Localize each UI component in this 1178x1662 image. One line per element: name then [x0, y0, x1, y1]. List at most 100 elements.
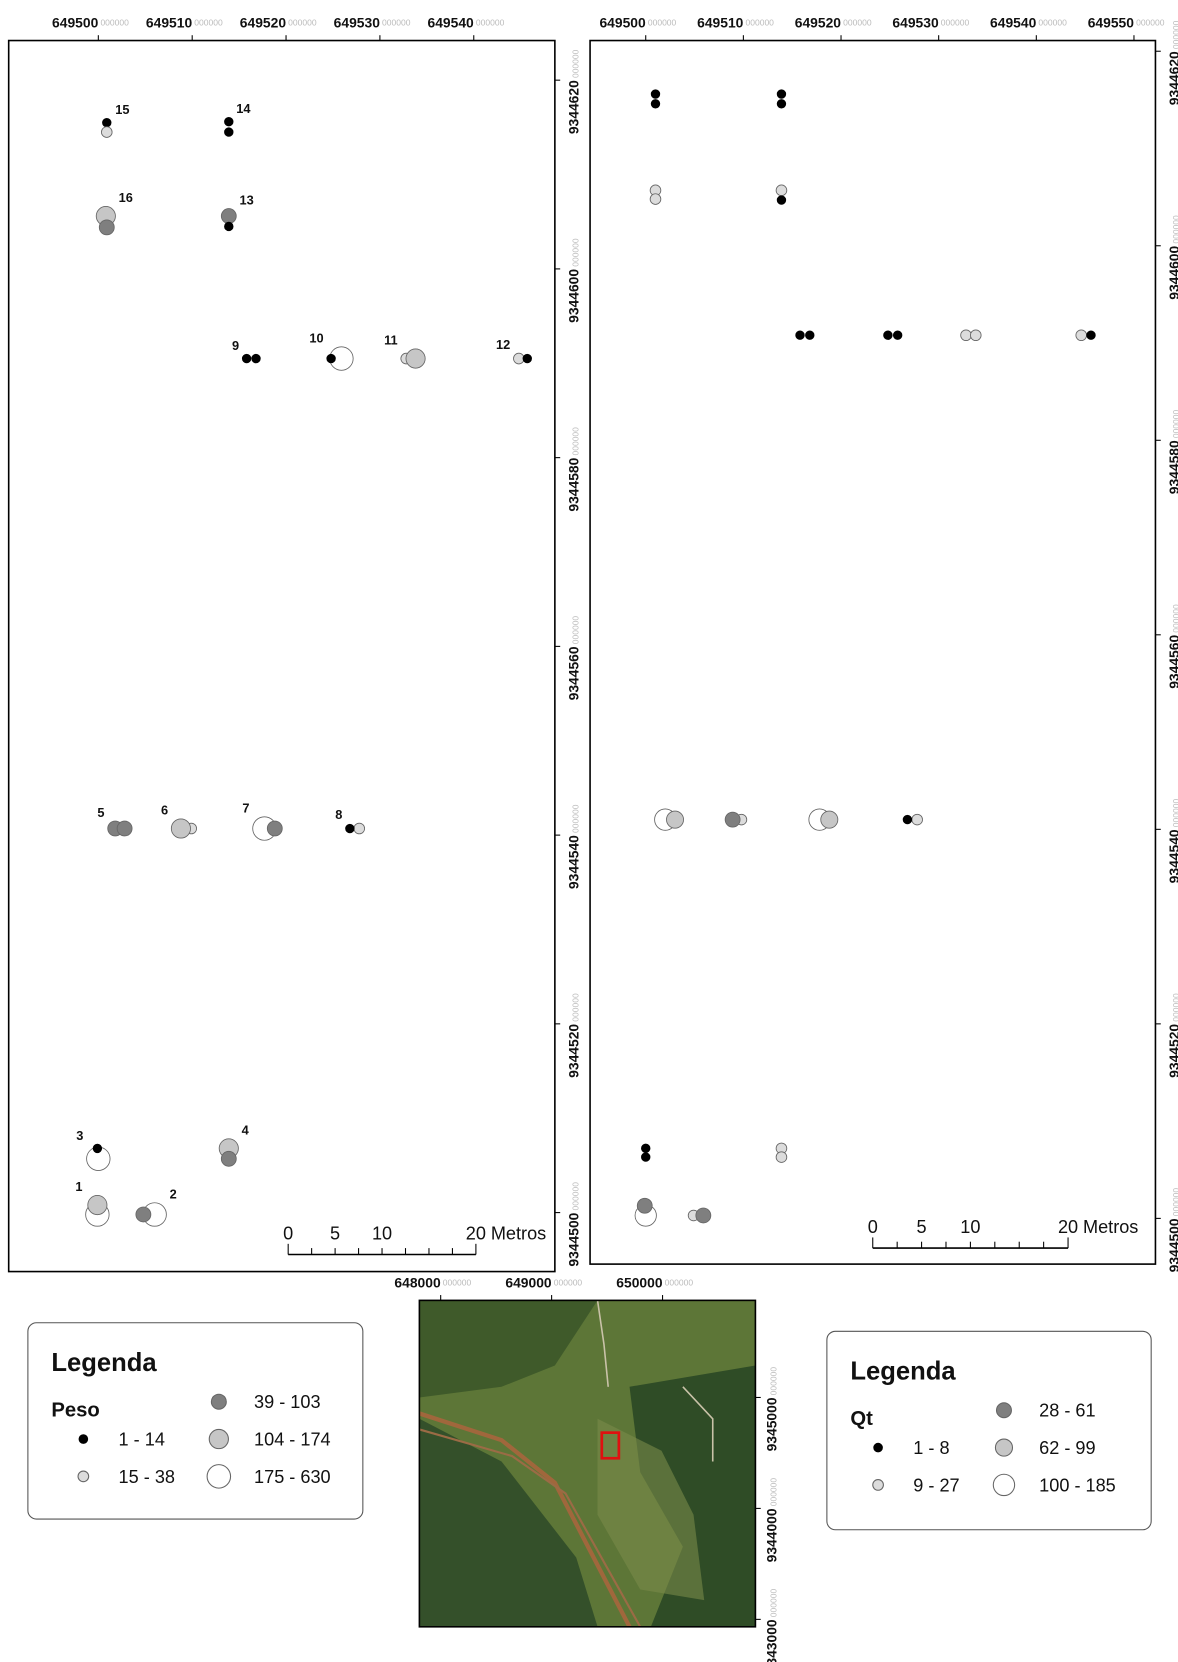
y-tick-label: 9344600: [1166, 245, 1178, 299]
y-tick-label: 9344540: [565, 835, 581, 889]
x-tick-decimals: 000000: [1038, 18, 1067, 28]
sample-point: [884, 331, 893, 340]
sample-point: [641, 1153, 650, 1162]
x-tick-label: 649500: [599, 15, 646, 31]
legend-label: 1 - 14: [119, 1429, 165, 1449]
scale-bar-label: 5: [330, 1224, 340, 1244]
y-tick-decimals: 000000: [769, 1478, 779, 1507]
x-tick-label: 648000: [394, 1275, 441, 1291]
legend-symbol: [211, 1394, 226, 1409]
sample-point: [327, 354, 336, 363]
sample-point: [99, 220, 114, 235]
map-frame: [9, 41, 555, 1272]
x-tick-decimals: 000000: [843, 18, 872, 28]
x-tick-decimals: 000000: [443, 1277, 472, 1287]
site-label: 11: [384, 333, 398, 348]
page: {"maps": [ {"xlim": [649490.45, 649548.6…: [0, 0, 1178, 1662]
site-label: 15: [115, 102, 129, 117]
x-tick-decimals: 000000: [665, 1277, 694, 1287]
x-tick-decimals: 000000: [100, 18, 129, 28]
y-tick-label: 9344580: [565, 457, 581, 511]
y-tick-label: 9344560: [1166, 635, 1178, 689]
site-label: 1: [75, 1179, 82, 1194]
sample-point: [93, 1144, 102, 1153]
legend-label: 175 - 630: [254, 1467, 331, 1487]
scale-bar-label: 10: [960, 1217, 980, 1237]
sample-point: [806, 331, 815, 340]
sample-point: [171, 819, 190, 838]
scale-bar-unit: Metros: [491, 1224, 546, 1244]
legend-label: 62 - 99: [1039, 1438, 1095, 1458]
x-tick-decimals: 000000: [554, 1277, 583, 1287]
x-tick-decimals: 000000: [476, 18, 505, 28]
x-tick-label: 649540: [990, 15, 1037, 31]
x-tick-label: 650000: [616, 1275, 663, 1291]
site-label: 8: [335, 807, 342, 822]
legend-symbol: [993, 1474, 1014, 1495]
x-tick-label: 649530: [334, 15, 381, 31]
legend-title: Legenda: [850, 1357, 956, 1385]
y-tick-label: 9344600: [565, 269, 581, 323]
site-label: 5: [97, 805, 104, 820]
sample-point: [225, 117, 234, 126]
sample-point: [88, 1195, 107, 1214]
y-tick-label: 9344500: [1166, 1218, 1178, 1272]
legend-symbol: [995, 1439, 1012, 1456]
y-tick-decimals: 000000: [570, 427, 580, 456]
sample-point: [225, 222, 234, 231]
sample-point: [523, 354, 532, 363]
sample-point: [136, 1207, 151, 1222]
sample-point: [513, 353, 524, 364]
sample-point: [221, 209, 236, 224]
y-tick-decimals: 000000: [1171, 1188, 1178, 1217]
legend-symbol: [207, 1465, 230, 1488]
sample-point: [354, 823, 365, 834]
legend-label: 100 - 185: [1039, 1475, 1116, 1495]
site-label: 6: [161, 803, 168, 818]
legend-label: 104 - 174: [254, 1429, 331, 1449]
sample-point: [796, 331, 805, 340]
y-tick-label: 9344540: [1166, 829, 1178, 883]
sample-point: [641, 1144, 650, 1153]
sample-point: [651, 99, 660, 108]
x-tick-decimals: 000000: [941, 18, 970, 28]
x-tick-label: 649510: [146, 15, 193, 31]
x-tick-label: 649550: [1088, 15, 1135, 31]
sample-point: [267, 821, 282, 836]
sample-point: [666, 811, 683, 828]
y-tick-label: 9344580: [1166, 440, 1178, 494]
legend-label: 1 - 8: [913, 1438, 949, 1458]
scale-bar-label: 0: [283, 1224, 293, 1244]
scale-bar-label: 20: [1058, 1217, 1078, 1237]
legend-symbol: [873, 1480, 884, 1491]
sample-point: [777, 90, 786, 99]
sample-point: [1076, 330, 1087, 341]
site-label: 13: [239, 192, 253, 207]
sample-point: [103, 118, 112, 127]
site-label: 4: [242, 1123, 250, 1138]
x-tick-decimals: 000000: [288, 18, 317, 28]
sample-point: [903, 815, 912, 824]
sample-point: [777, 196, 786, 205]
sample-point: [117, 821, 132, 836]
site-label: 2: [170, 1186, 177, 1201]
site-label: 9: [232, 338, 239, 353]
figure: 6495000000006495100000006495200000006495…: [0, 0, 1178, 1662]
x-tick-decimals: 000000: [746, 18, 775, 28]
y-tick-decimals: 000000: [1171, 215, 1178, 244]
sample-point: [651, 90, 660, 99]
sample-point: [970, 330, 981, 341]
sample-point: [252, 354, 261, 363]
y-tick-decimals: 000000: [1171, 409, 1178, 438]
y-tick-decimals: 000000: [570, 1182, 580, 1211]
x-tick-decimals: 000000: [382, 18, 411, 28]
y-tick-decimals: 000000: [570, 804, 580, 833]
y-tick-decimals: 000000: [1171, 604, 1178, 633]
sample-point: [650, 194, 661, 205]
legend-title: Legenda: [51, 1349, 157, 1377]
sample-point: [696, 1208, 711, 1223]
sample-point: [961, 330, 972, 341]
x-tick-label: 649540: [428, 15, 475, 31]
sample-point: [893, 331, 902, 340]
sample-point: [912, 814, 923, 825]
